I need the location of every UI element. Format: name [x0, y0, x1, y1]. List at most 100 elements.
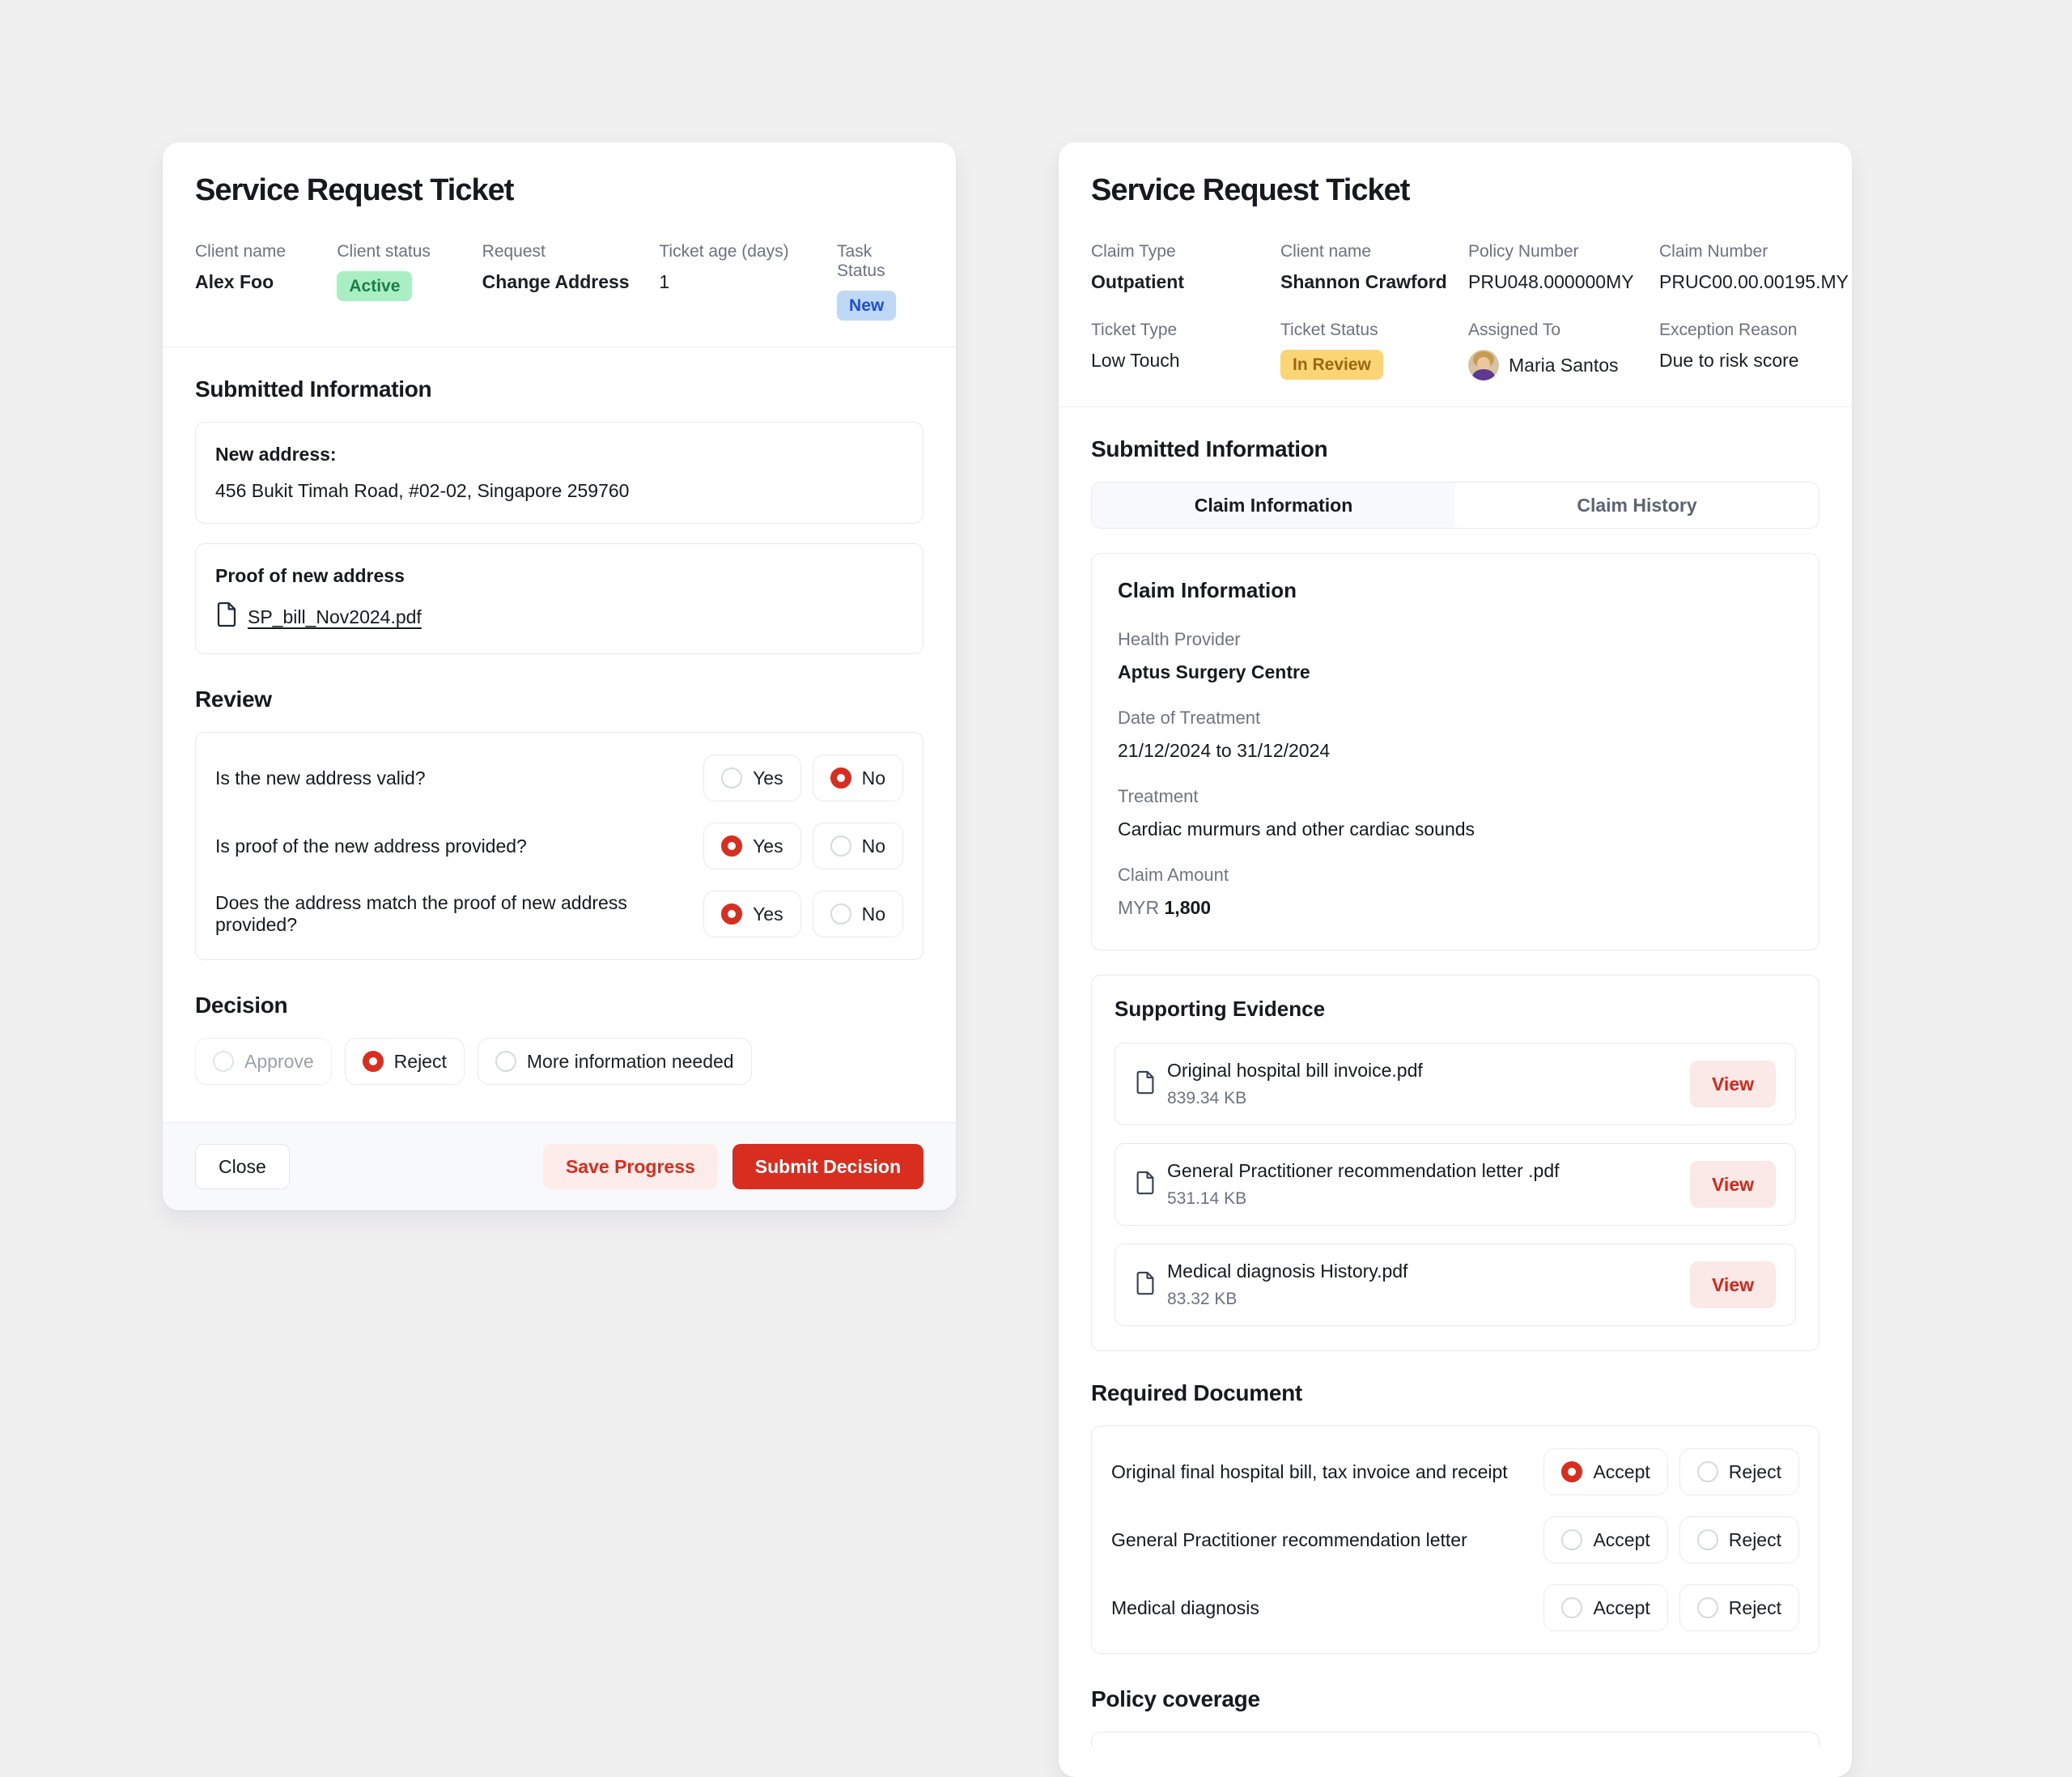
radio-icon	[1561, 1597, 1583, 1618]
required-doc-row: Original final hospital bill, tax invoic…	[1092, 1438, 1819, 1506]
document-icon	[1135, 1070, 1156, 1099]
field-label: Client status	[337, 242, 431, 261]
radio-icon	[721, 767, 743, 789]
view-file-button[interactable]: View	[1690, 1161, 1776, 1208]
no-option[interactable]: No	[812, 891, 903, 938]
field-request: Request Change Address	[482, 242, 660, 321]
approve-option[interactable]: Approve	[195, 1038, 332, 1086]
review-question-row: Does the address match the proof of new …	[196, 880, 923, 948]
view-file-button[interactable]: View	[1690, 1261, 1776, 1308]
no-label: No	[861, 903, 885, 925]
no-label: No	[861, 835, 885, 857]
field-label: Treatment	[1118, 786, 1199, 806]
tab-claim-history[interactable]: Claim History	[1455, 483, 1819, 528]
field-exception-reason: Exception Reason Due to risk score	[1659, 321, 1849, 380]
required-document-box: Original final hospital bill, tax invoic…	[1091, 1426, 1819, 1654]
field-label: Assigned To	[1468, 321, 1561, 339]
required-doc-row: General Practitioner recommendation lett…	[1092, 1506, 1819, 1574]
header-divider	[163, 346, 956, 348]
accept-option[interactable]: Accept	[1543, 1516, 1668, 1563]
field-value: Outpatient	[1091, 271, 1184, 292]
field-label: Health Provider	[1118, 629, 1241, 649]
avatar	[1468, 350, 1499, 380]
field-label: Exception Reason	[1659, 321, 1798, 339]
radio-icon	[495, 1051, 516, 1073]
evidence-file-row: Original hospital bill invoice.pdf 839.3…	[1115, 1043, 1796, 1125]
field-value: 1	[659, 271, 670, 292]
accept-label: Accept	[1593, 1528, 1650, 1550]
field-claim-amount: Claim Amount MYR 1,800	[1118, 865, 1793, 919]
field-label: Date of Treatment	[1118, 708, 1261, 728]
reject-option[interactable]: Reject	[1679, 1584, 1799, 1631]
new-address-box: New address: 456 Bukit Timah Road, #02-0…	[195, 422, 923, 525]
policy-coverage-box-partial	[1091, 1732, 1819, 1746]
field-label: Ticket Status	[1280, 321, 1378, 339]
claim-tabs: Claim Information Claim History	[1091, 482, 1819, 529]
tab-claim-information[interactable]: Claim Information	[1092, 483, 1455, 528]
proof-label: Proof of new address	[215, 565, 405, 587]
review-heading: Review	[195, 687, 272, 712]
file-size: 83.32 KB	[1167, 1290, 1238, 1308]
field-value: Due to risk score	[1659, 350, 1799, 371]
supporting-evidence-panel: Supporting Evidence Original hospital bi…	[1091, 975, 1819, 1351]
required-document-heading: Required Document	[1091, 1380, 1302, 1405]
decision-heading: Decision	[195, 993, 288, 1018]
field-label: Request	[482, 242, 546, 261]
proof-file-name: SP_bill_Nov2024.pdf	[248, 606, 422, 627]
currency-code: MYR	[1118, 897, 1160, 918]
proof-file-link[interactable]: SP_bill_Nov2024.pdf	[215, 602, 422, 632]
right-card-body: Submitted Information Claim Information …	[1059, 407, 1852, 1777]
status-badge-active: Active	[337, 271, 413, 302]
view-file-button[interactable]: View	[1690, 1061, 1776, 1107]
left-card-header: Service Request Ticket Client name Alex …	[163, 142, 956, 346]
radio-selected-icon	[362, 1051, 384, 1073]
submitted-information-heading: Submitted Information	[195, 376, 432, 402]
header-divider	[1059, 406, 1852, 407]
evidence-file-row: General Practitioner recommendation lett…	[1115, 1143, 1796, 1226]
reject-label: Reject	[1728, 1460, 1781, 1482]
field-label: Policy Number	[1468, 242, 1579, 261]
review-question-row: Is proof of the new address provided? Ye…	[196, 812, 923, 880]
close-button[interactable]: Close	[195, 1144, 290, 1190]
field-label: Claim Number	[1659, 242, 1768, 261]
status-badge-new: New	[837, 291, 897, 321]
decision-options: Approve Reject More information needed	[195, 1038, 923, 1086]
field-label: Client name	[1280, 242, 1372, 261]
save-progress-button[interactable]: Save Progress	[542, 1144, 718, 1190]
reject-option[interactable]: Reject	[344, 1038, 465, 1086]
accept-option[interactable]: Accept	[1543, 1448, 1668, 1495]
doc-label: Medical diagnosis	[1111, 1596, 1259, 1618]
field-value: PRU048.000000MY	[1468, 271, 1634, 292]
field-policy-number: Policy Number PRU048.000000MY	[1468, 242, 1659, 293]
submitted-information-heading: Submitted Information	[1091, 436, 1328, 461]
no-option[interactable]: No	[812, 823, 903, 870]
field-label: Ticket age (days)	[659, 242, 789, 261]
reject-option[interactable]: Reject	[1679, 1516, 1799, 1563]
question-text: Does the address match the proof of new …	[215, 892, 627, 936]
radio-selected-icon	[721, 903, 743, 925]
radio-icon	[830, 903, 851, 925]
accept-option[interactable]: Accept	[1543, 1584, 1668, 1631]
claim-information-heading: Claim Information	[1118, 578, 1297, 602]
new-address-value: 456 Bukit Timah Road, #02-02, Singapore …	[215, 480, 630, 502]
approve-label: Approve	[244, 1050, 314, 1072]
left-header-fields: Client name Alex Foo Client status Activ…	[195, 242, 923, 346]
file-name: Original hospital bill invoice.pdf	[1167, 1060, 1423, 1081]
reject-option[interactable]: Reject	[1679, 1448, 1799, 1495]
reject-label: Reject	[393, 1050, 447, 1072]
proof-of-address-box: Proof of new address SP_bill_Nov2024.pdf	[195, 543, 923, 655]
yes-option[interactable]: Yes	[703, 891, 801, 938]
evidence-file-row: Medical diagnosis History.pdf 83.32 KB V…	[1115, 1243, 1796, 1326]
document-icon	[1135, 1271, 1156, 1299]
document-icon	[1135, 1171, 1156, 1199]
submit-decision-button[interactable]: Submit Decision	[732, 1144, 923, 1190]
field-ticket-age: Ticket age (days) 1	[659, 242, 837, 321]
no-option[interactable]: No	[812, 755, 903, 802]
field-health-provider: Health Provider Aptus Surgery Centre	[1118, 629, 1793, 683]
yes-option[interactable]: Yes	[703, 755, 801, 802]
accept-label: Accept	[1593, 1596, 1650, 1618]
field-label: Ticket Type	[1091, 321, 1178, 339]
more-info-option[interactable]: More information needed	[477, 1038, 752, 1086]
yes-option[interactable]: Yes	[703, 823, 801, 870]
field-label: Claim Amount	[1118, 865, 1229, 885]
